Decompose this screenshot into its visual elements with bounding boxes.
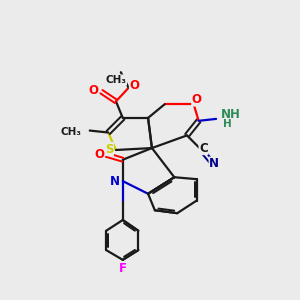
- Text: O: O: [88, 84, 99, 97]
- Text: CH₃: CH₃: [61, 127, 82, 136]
- Text: O: O: [94, 148, 104, 161]
- Text: NH: NH: [221, 109, 241, 122]
- Text: S: S: [105, 142, 113, 155]
- Text: C: C: [199, 142, 208, 154]
- Text: CH₃: CH₃: [106, 75, 127, 85]
- Text: N: N: [110, 175, 120, 188]
- Text: O: O: [129, 79, 140, 92]
- Text: F: F: [119, 262, 127, 275]
- Text: H: H: [223, 119, 232, 129]
- Text: N: N: [209, 157, 219, 170]
- Text: O: O: [192, 93, 202, 106]
